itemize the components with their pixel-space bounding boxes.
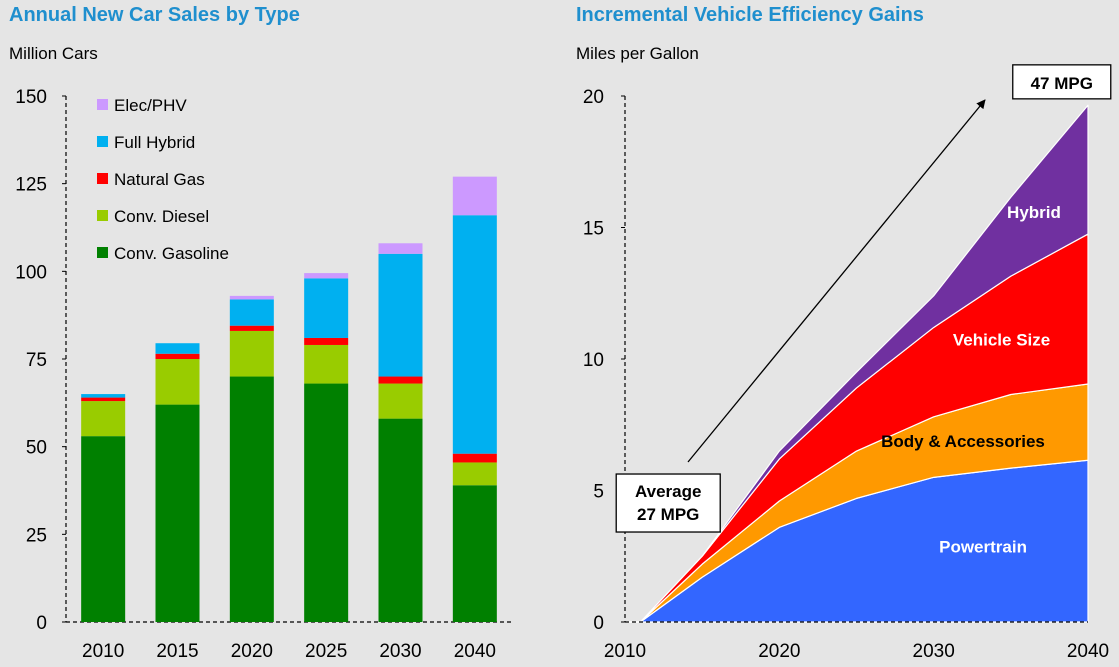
bar-natural-gas-2030 — [378, 376, 423, 384]
left-chart-ylabel: Million Cars — [9, 44, 98, 63]
bar-full-hybrid-2020 — [229, 299, 274, 326]
bar-conv-gasoline-2020 — [229, 376, 274, 622]
left-chart-title: Annual New Car Sales by Type — [9, 4, 300, 26]
bar-natural-gas-2015 — [155, 353, 200, 359]
bar-elec-phv-2025 — [304, 273, 349, 279]
bar-conv-gasoline-2025 — [304, 383, 349, 622]
bar-full-hybrid-2015 — [155, 343, 200, 354]
legend-swatch-conv-gasoline — [97, 247, 108, 258]
legend-label-conv-diesel: Conv. Diesel — [114, 207, 209, 226]
bar-chart: 0 25 50 75 100 125 150 2010 2015 2020 2025 2030 2040… — [15, 87, 512, 662]
area-y-tick-label: 0 — [593, 613, 604, 634]
area-chart: Powertrain Body & Accessories Vehicle Size… — [583, 64, 1112, 662]
bar-conv-gasoline-2040 — [452, 485, 497, 622]
area-label-vehicle-size: Vehicle Size — [953, 331, 1050, 350]
annotation-average-text: 27 MPG — [637, 505, 699, 524]
bar-y-tick-label: 75 — [26, 350, 47, 371]
area-y-tick-label: 15 — [583, 219, 604, 240]
legend-label-full-hybrid: Full Hybrid — [114, 133, 195, 152]
bar-conv-diesel-2030 — [378, 383, 423, 419]
bar-conv-gasoline-2015 — [155, 404, 200, 622]
annotation-average-box — [615, 473, 721, 533]
bar-y-tick-label: 25 — [26, 525, 47, 546]
bar-full-hybrid-2040 — [452, 215, 497, 454]
bar-conv-gasoline-2030 — [378, 418, 423, 622]
area-hybrid — [624, 104, 1089, 623]
area-x-tick-label: 2030 — [913, 641, 955, 662]
bar-x-tick-label: 2010 — [82, 641, 124, 662]
legend-swatch-natural-gas — [97, 173, 108, 184]
right-chart-title: Incremental Vehicle Efficiency Gains — [576, 4, 924, 26]
area-y-tick-label: 20 — [583, 87, 604, 108]
bar-x-tick-label: 2015 — [156, 641, 198, 662]
annotation-target-box — [1012, 64, 1112, 100]
bar-y-tick-label: 50 — [26, 438, 47, 459]
bar-conv-gasoline-2010 — [81, 436, 126, 622]
legend-swatch-conv-diesel — [97, 210, 108, 221]
area-y-tick-label: 10 — [583, 350, 604, 371]
bar-full-hybrid-2010 — [81, 394, 126, 398]
efficiency-arrow — [687, 99, 986, 463]
area-y-tick-label: 5 — [593, 482, 604, 503]
annotation-average-text: Average — [635, 482, 701, 501]
bar-natural-gas-2010 — [81, 397, 126, 402]
bar-conv-diesel-2020 — [229, 330, 274, 377]
bar-y-tick-label: 100 — [15, 262, 47, 283]
area-x-tick-label: 2040 — [1067, 641, 1109, 662]
legend-label-conv-gasoline: Conv. Gasoline — [114, 244, 229, 263]
area-x-tick-label: 2020 — [758, 641, 800, 662]
bar-natural-gas-2040 — [452, 453, 497, 463]
bar-y-tick-label: 0 — [36, 613, 47, 634]
bar-y-tick-label: 150 — [15, 87, 47, 108]
legend-swatch-full-hybrid — [97, 136, 108, 147]
bar-full-hybrid-2025 — [304, 278, 349, 338]
bar-elec-phv-2040 — [452, 176, 497, 216]
bar-conv-diesel-2040 — [452, 462, 497, 486]
right-chart-ylabel: Miles per Gallon — [576, 44, 699, 63]
bar-natural-gas-2025 — [304, 337, 349, 345]
bar-conv-diesel-2010 — [81, 401, 126, 437]
bar-y-tick-label: 125 — [15, 175, 47, 196]
bar-full-hybrid-2030 — [378, 253, 423, 377]
bar-natural-gas-2020 — [229, 325, 274, 331]
bar-elec-phv-2030 — [378, 243, 423, 254]
bar-x-tick-label: 2020 — [231, 641, 273, 662]
annotation-target-text: 47 MPG — [1031, 74, 1093, 93]
area-label-powertrain: Powertrain — [939, 538, 1027, 557]
bar-conv-diesel-2025 — [304, 344, 349, 384]
bar-x-tick-label: 2025 — [305, 641, 347, 662]
bar-elec-phv-2020 — [229, 295, 274, 300]
legend-label-natural-gas: Natural Gas — [114, 170, 205, 189]
bar-x-tick-label: 2030 — [379, 641, 421, 662]
legend-swatch-elec-phv — [97, 99, 108, 110]
area-x-tick-label: 2010 — [604, 641, 646, 662]
area-label-hybrid: Hybrid — [1007, 203, 1061, 222]
bar-conv-diesel-2015 — [155, 359, 200, 405]
bar-x-tick-label: 2040 — [454, 641, 496, 662]
legend-label-elec-phv: Elec/PHV — [114, 96, 187, 115]
area-label-body-accessories: Body & Accessories — [881, 432, 1045, 451]
